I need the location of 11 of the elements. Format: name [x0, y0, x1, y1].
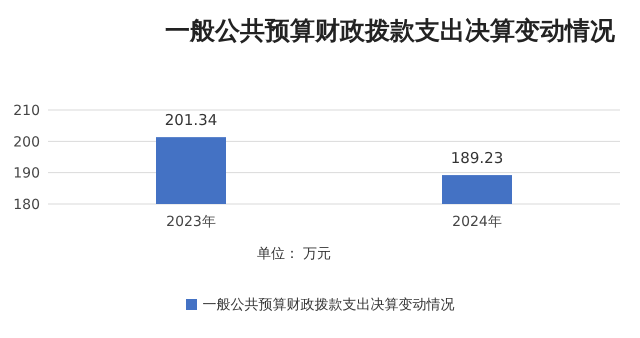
y-tick-label: 200 — [13, 134, 40, 150]
x-axis-title: 单位： 万元 — [256, 246, 332, 262]
data-label: 189.23 — [450, 149, 504, 168]
y-tick-label: 210 — [13, 103, 40, 119]
y-tick-label: 180 — [13, 197, 40, 213]
legend-label: 一般公共预算财政拨款支出决算变动情况 — [202, 297, 454, 313]
data-label: 201.34 — [164, 111, 218, 130]
x-tick-label: 2023年 — [166, 214, 216, 230]
chart-title: 一般公共预算财政拨款支出决算变动情况 — [164, 15, 616, 47]
y-tick-label: 190 — [13, 166, 40, 182]
x-tick-label: 2024年 — [452, 214, 502, 230]
